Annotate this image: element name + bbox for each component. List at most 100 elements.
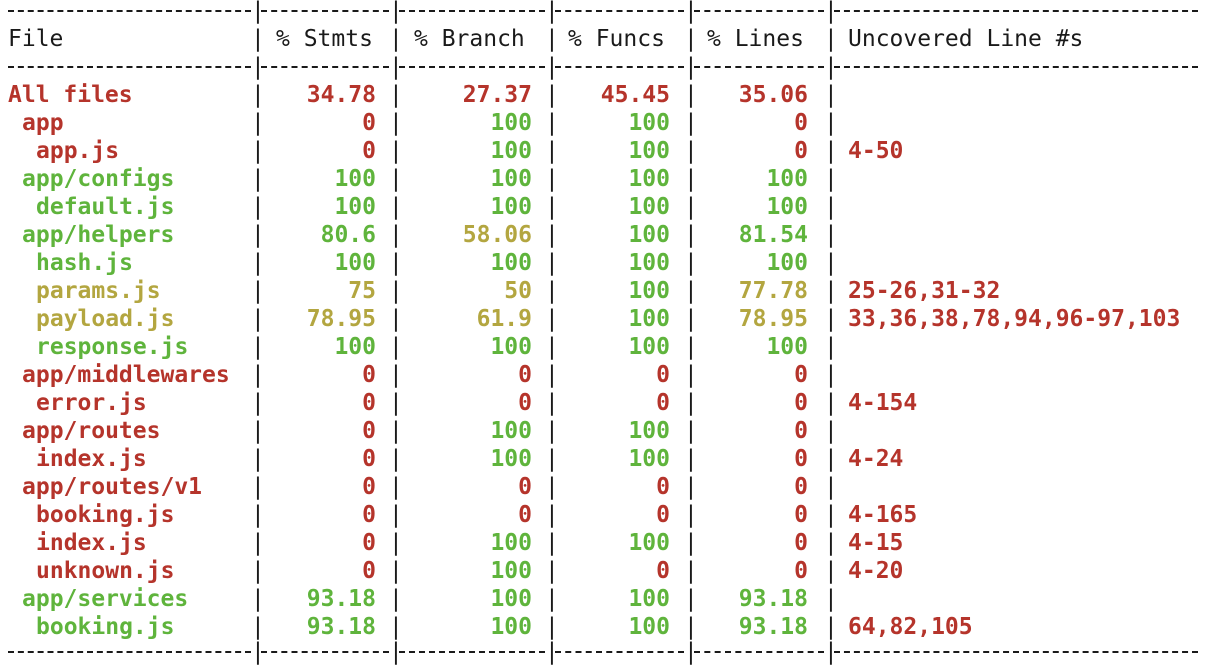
table-row: All files 34.78 27.37 45.45 35.06 | | | | | (8, 81, 1203, 109)
stmts-value: 34.78 (306, 82, 376, 108)
lines-value: 0 (794, 446, 808, 472)
lines-value: 35.06 (738, 82, 808, 108)
table-row: app 0 100 100 0 | | | | | (8, 109, 1203, 137)
lines-value: 0 (794, 362, 808, 388)
funcs-value: 100 (628, 530, 670, 556)
table-row: params.js 75 50 100 77.78 25-26,31-32 | | | | | (8, 277, 1203, 305)
column-separator: | (684, 586, 698, 612)
file-name: All files (8, 82, 133, 108)
column-separator: | (389, 362, 403, 388)
branch-value: 100 (490, 250, 532, 276)
divider-dashes (8, 10, 251, 12)
lines-value: 100 (766, 250, 808, 276)
column-separator: | (389, 639, 403, 665)
branch-value: 0 (518, 474, 532, 500)
lines-value: 0 (794, 390, 808, 416)
column-separator: | (824, 334, 838, 360)
column-separator: | (824, 54, 838, 80)
column-separator: | (389, 26, 403, 52)
stmts-value: 0 (362, 502, 376, 528)
column-separator: | (824, 558, 838, 584)
file-name: payload.js (36, 306, 175, 332)
branch-value: 58.06 (462, 222, 532, 248)
divider-dashes (399, 651, 545, 653)
file-name: app/services (22, 586, 189, 612)
column-separator: | (824, 278, 838, 304)
column-separator: | (389, 110, 403, 136)
branch-value: 27.37 (462, 82, 532, 108)
column-separator: | (545, 306, 559, 332)
column-separator: | (251, 82, 265, 108)
column-separator: | (545, 194, 559, 220)
lines-value: 100 (766, 194, 808, 220)
column-separator: | (545, 110, 559, 136)
lines-value: 77.78 (738, 278, 808, 304)
table-row: default.js 100 100 100 100 | | | | | (8, 193, 1203, 221)
divider-dashes (834, 66, 1198, 68)
column-separator: | (251, 194, 265, 220)
file-name: hash.js (36, 250, 133, 276)
table-row: index.js 0 100 100 0 4-24 | | | | | (8, 445, 1203, 473)
header-uncovered: Uncovered Line #s (848, 26, 1084, 52)
stmts-value: 100 (334, 334, 376, 360)
funcs-value: 100 (628, 194, 670, 220)
column-separator: | (389, 586, 403, 612)
branch-value: 100 (490, 614, 532, 640)
branch-value: 100 (490, 110, 532, 136)
divider-dashes (261, 66, 389, 68)
lines-value: 78.95 (738, 306, 808, 332)
divider-dashes (694, 10, 824, 12)
funcs-value: 100 (628, 614, 670, 640)
funcs-value: 100 (628, 446, 670, 472)
stmts-value: 100 (334, 194, 376, 220)
column-separator: | (684, 222, 698, 248)
column-separator: | (545, 166, 559, 192)
stmts-value: 0 (362, 474, 376, 500)
funcs-value: 100 (628, 278, 670, 304)
divider-dashes (694, 66, 824, 68)
column-separator: | (389, 0, 403, 24)
column-separator: | (389, 530, 403, 556)
uncovered-lines: 4-50 (848, 138, 904, 164)
table-header-rule: | | | | | (8, 53, 1203, 81)
column-separator: | (824, 26, 838, 52)
column-separator: | (684, 306, 698, 332)
divider-dashes (261, 10, 389, 12)
column-separator: | (389, 194, 403, 220)
funcs-value: 0 (656, 390, 670, 416)
column-separator: | (251, 138, 265, 164)
branch-value: 100 (490, 138, 532, 164)
header-file: File (8, 26, 64, 52)
lines-value: 0 (794, 138, 808, 164)
funcs-value: 0 (656, 558, 670, 584)
divider-dashes (555, 651, 684, 653)
column-separator: | (545, 639, 559, 665)
column-separator: | (545, 26, 559, 52)
column-separator: | (684, 278, 698, 304)
column-separator: | (684, 194, 698, 220)
stmts-value: 78.95 (306, 306, 376, 332)
divider-dashes (8, 651, 251, 653)
column-separator: | (824, 306, 838, 332)
uncovered-lines: 4-15 (848, 530, 904, 556)
lines-value: 0 (794, 418, 808, 444)
column-separator: | (684, 54, 698, 80)
column-separator: | (545, 250, 559, 276)
column-separator: | (824, 474, 838, 500)
column-separator: | (389, 222, 403, 248)
table-bottom-rule: | | | | | (8, 638, 1203, 666)
branch-value: 0 (518, 390, 532, 416)
branch-value: 100 (490, 418, 532, 444)
column-separator: | (545, 446, 559, 472)
file-name: default.js (36, 194, 175, 220)
header-branch: % Branch (414, 26, 525, 52)
column-separator: | (545, 586, 559, 612)
lines-value: 0 (794, 110, 808, 136)
table-header-row: File % Stmts % Branch % Funcs % Lines Uncover… (8, 25, 1203, 53)
file-name: app/helpers (22, 222, 175, 248)
column-separator: | (684, 26, 698, 52)
column-separator: | (684, 418, 698, 444)
lines-value: 93.18 (738, 614, 808, 640)
stmts-value: 0 (362, 418, 376, 444)
column-separator: | (824, 362, 838, 388)
